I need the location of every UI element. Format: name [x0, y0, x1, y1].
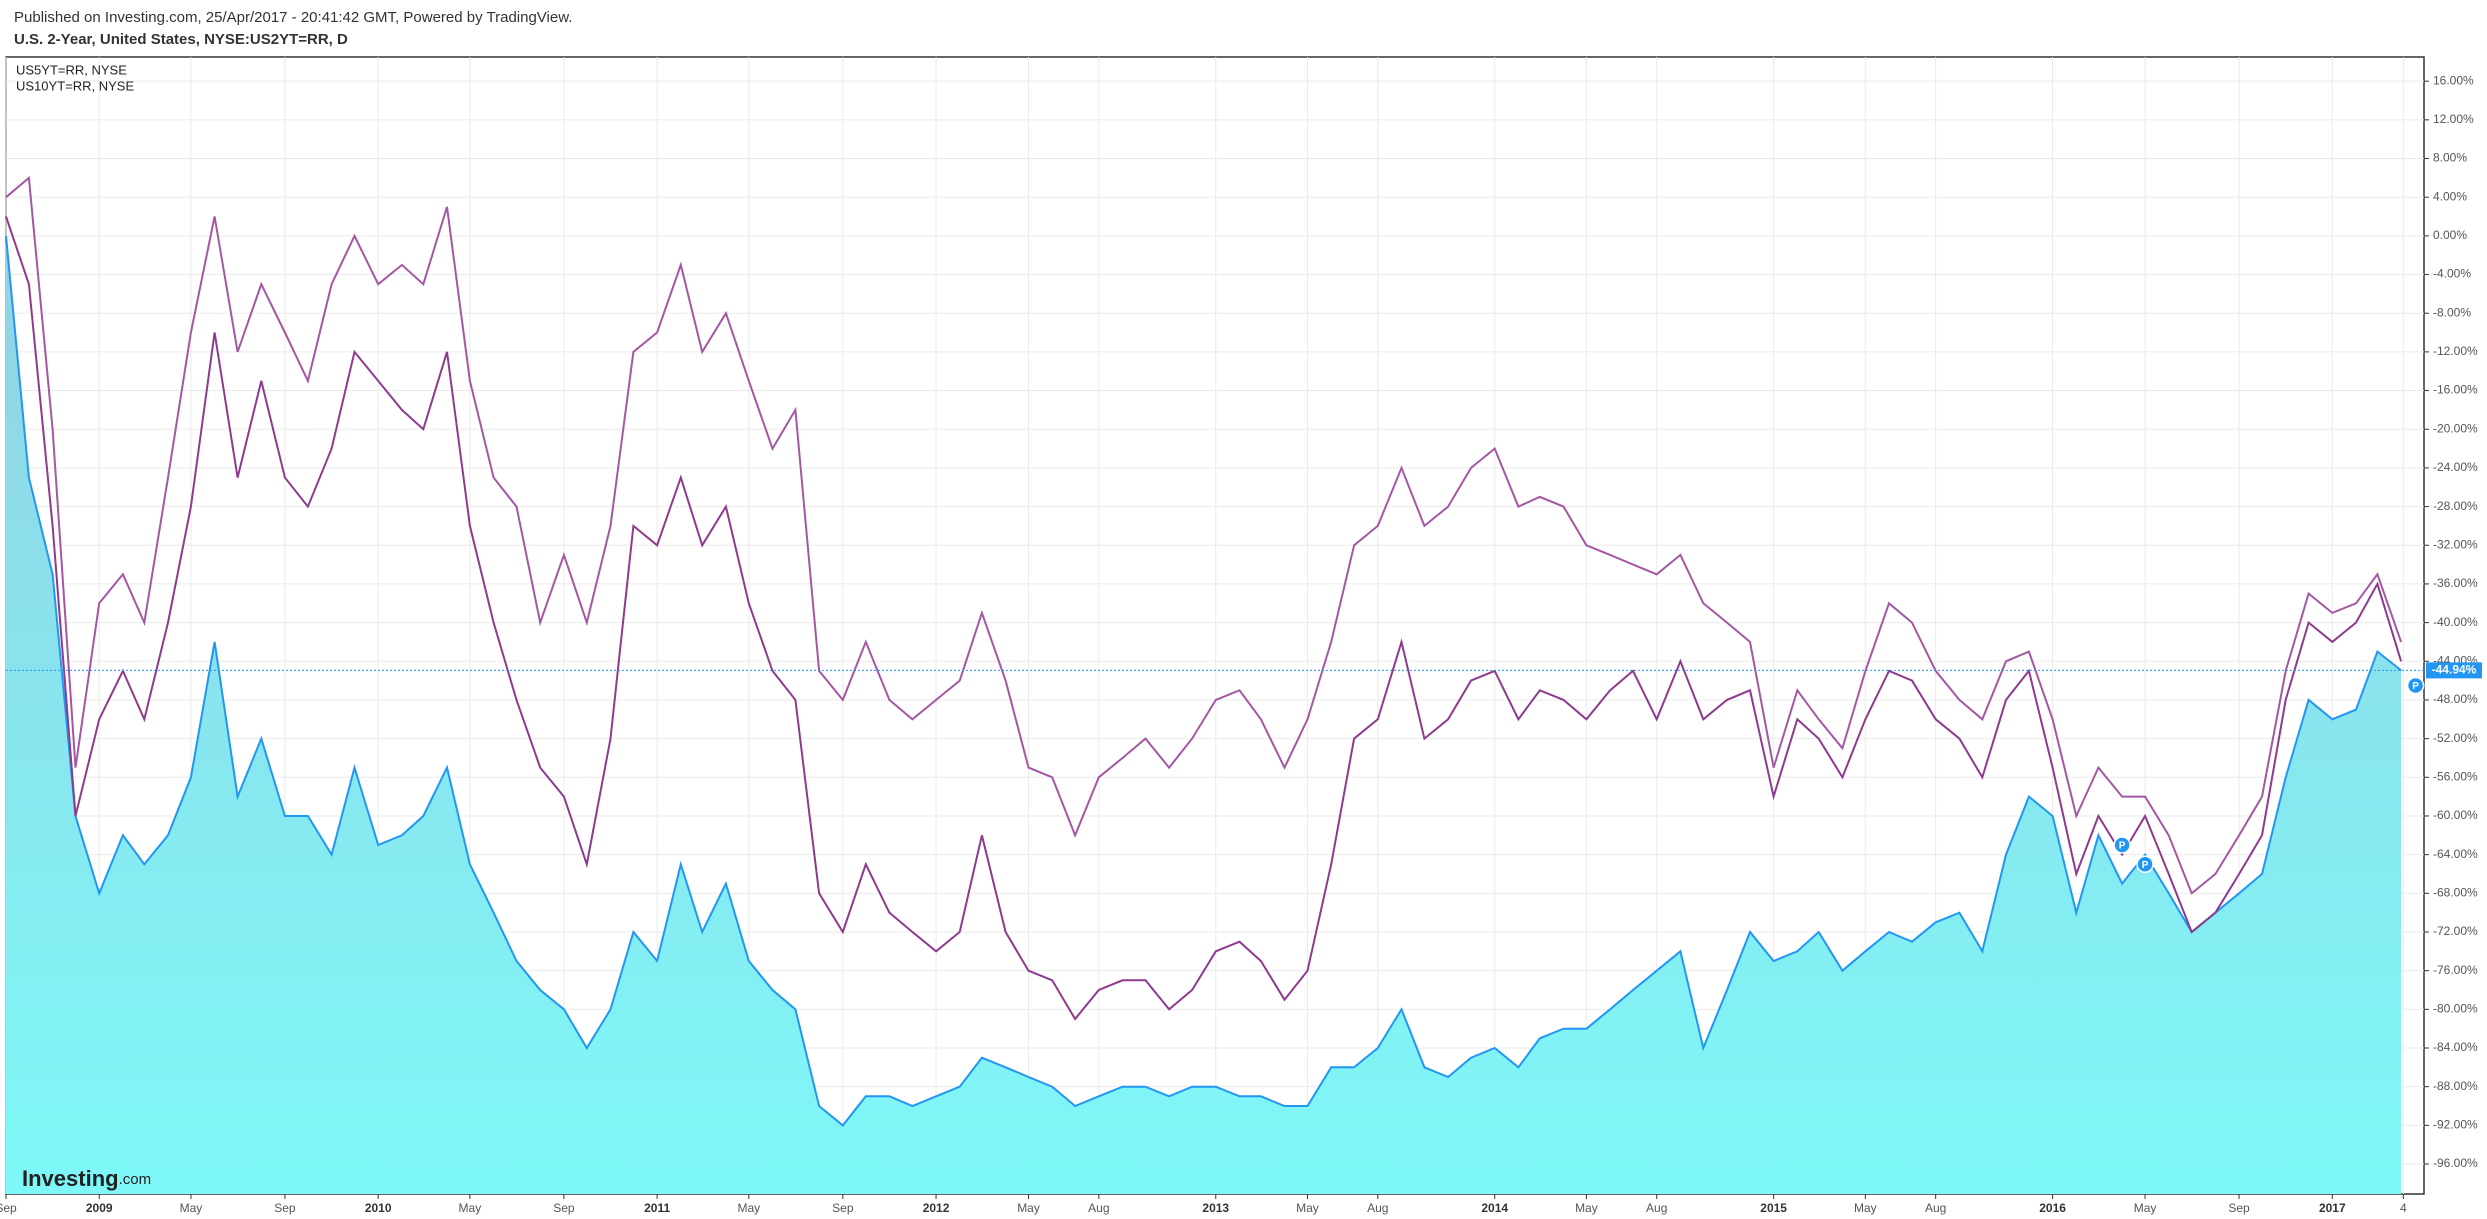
x-tick-label: Sep — [2228, 1201, 2250, 1215]
y-tick-label: -64.00% — [2433, 847, 2478, 861]
x-tick-label: May — [2134, 1201, 2157, 1215]
y-tick-label: -60.00% — [2433, 808, 2478, 822]
last-value-box — [2426, 662, 2482, 679]
y-tick-label: -48.00% — [2433, 692, 2478, 706]
x-tick-label: May — [459, 1201, 482, 1215]
legend-entry: US10YT=RR, NYSE — [16, 78, 134, 93]
logo: Investing.com — [22, 1166, 151, 1191]
y-tick-label: -36.00% — [2433, 576, 2478, 590]
event-marker — [2406, 676, 2425, 695]
y-tick-label: -28.00% — [2433, 499, 2478, 513]
x-tick-label: 2012 — [923, 1201, 950, 1215]
y-tick-label: -76.00% — [2433, 963, 2478, 977]
published-note: Published on Investing.com, 25/Apr/2017 … — [14, 9, 572, 26]
y-tick-label: -84.00% — [2433, 1040, 2478, 1054]
event-marker-label: P — [2119, 841, 2126, 852]
y-tick-label: -4.00% — [2433, 267, 2471, 281]
event-marker — [2136, 855, 2154, 874]
x-tick-label: 2013 — [1202, 1201, 1229, 1215]
y-tick-label: -92.00% — [2433, 1118, 2478, 1132]
logo-suffix: .com — [119, 1171, 152, 1188]
x-tick-label: Sep — [0, 1201, 17, 1215]
y-tick-label: -88.00% — [2433, 1079, 2478, 1093]
y-tick-label: -68.00% — [2433, 885, 2478, 899]
y-tick-label: -20.00% — [2433, 421, 2478, 435]
last-value-label: -44.94% — [2432, 663, 2477, 677]
event-marker-label: P — [2412, 681, 2419, 692]
x-tick-label: 4 — [2400, 1201, 2407, 1215]
event-marker-label: P — [2142, 860, 2149, 871]
y-tick-label: 12.00% — [2433, 112, 2474, 126]
x-tick-label: Sep — [832, 1201, 854, 1215]
x-tick-label: 2014 — [1481, 1201, 1508, 1215]
y-tick-label: -32.00% — [2433, 537, 2478, 551]
y-tick-label: 16.00% — [2433, 73, 2474, 87]
y-tick-label: -8.00% — [2433, 305, 2471, 319]
x-tick-label: May — [180, 1201, 203, 1215]
x-tick-label: Aug — [1088, 1201, 1109, 1215]
series-line — [5, 216, 2403, 1021]
y-tick-label: -96.00% — [2433, 1156, 2478, 1170]
y-tick-label: -16.00% — [2433, 383, 2478, 397]
x-tick-label: May — [1854, 1201, 1877, 1215]
logo-brand: Investing — [22, 1166, 119, 1191]
y-tick-label: -40.00% — [2433, 615, 2478, 629]
y-tick-label: -56.00% — [2433, 769, 2478, 783]
x-tick-label: May — [1017, 1201, 1040, 1215]
y-tick-label: 8.00% — [2433, 151, 2467, 165]
x-tick-label: Aug — [1925, 1201, 1946, 1215]
series-line — [5, 175, 2403, 895]
x-tick-label: May — [737, 1201, 760, 1215]
y-tick-label: 0.00% — [2433, 228, 2467, 242]
y-tick-label: -80.00% — [2433, 1002, 2478, 1016]
x-tick-label: May — [1296, 1201, 1319, 1215]
x-tick-label: 2015 — [1760, 1201, 1787, 1215]
area-line — [5, 235, 2402, 1127]
x-tick-label: Aug — [1367, 1201, 1388, 1215]
legend-entry: US5YT=RR, NYSE — [16, 62, 127, 77]
x-tick-label: 2010 — [365, 1201, 392, 1215]
y-tick-label: -12.00% — [2433, 344, 2478, 358]
x-tick-label: Sep — [553, 1201, 575, 1215]
x-tick-label: Sep — [274, 1201, 296, 1215]
x-tick-label: 2011 — [644, 1201, 670, 1215]
x-tick-label: 2016 — [2039, 1201, 2066, 1215]
symbol-title: U.S. 2-Year, United States, NYSE:US2YT=R… — [14, 31, 348, 48]
x-tick-label: Aug — [1646, 1201, 1667, 1215]
y-tick-label: 4.00% — [2433, 189, 2467, 203]
x-tick-label: 2009 — [86, 1201, 113, 1215]
y-tick-label: -52.00% — [2433, 731, 2478, 745]
x-tick-label: May — [1575, 1201, 1598, 1215]
area-fill — [6, 235, 2402, 1194]
event-marker — [2113, 836, 2131, 854]
y-tick-label: -72.00% — [2433, 924, 2478, 938]
x-tick-label: 2017 — [2319, 1201, 2346, 1215]
y-tick-label: -24.00% — [2433, 460, 2478, 474]
